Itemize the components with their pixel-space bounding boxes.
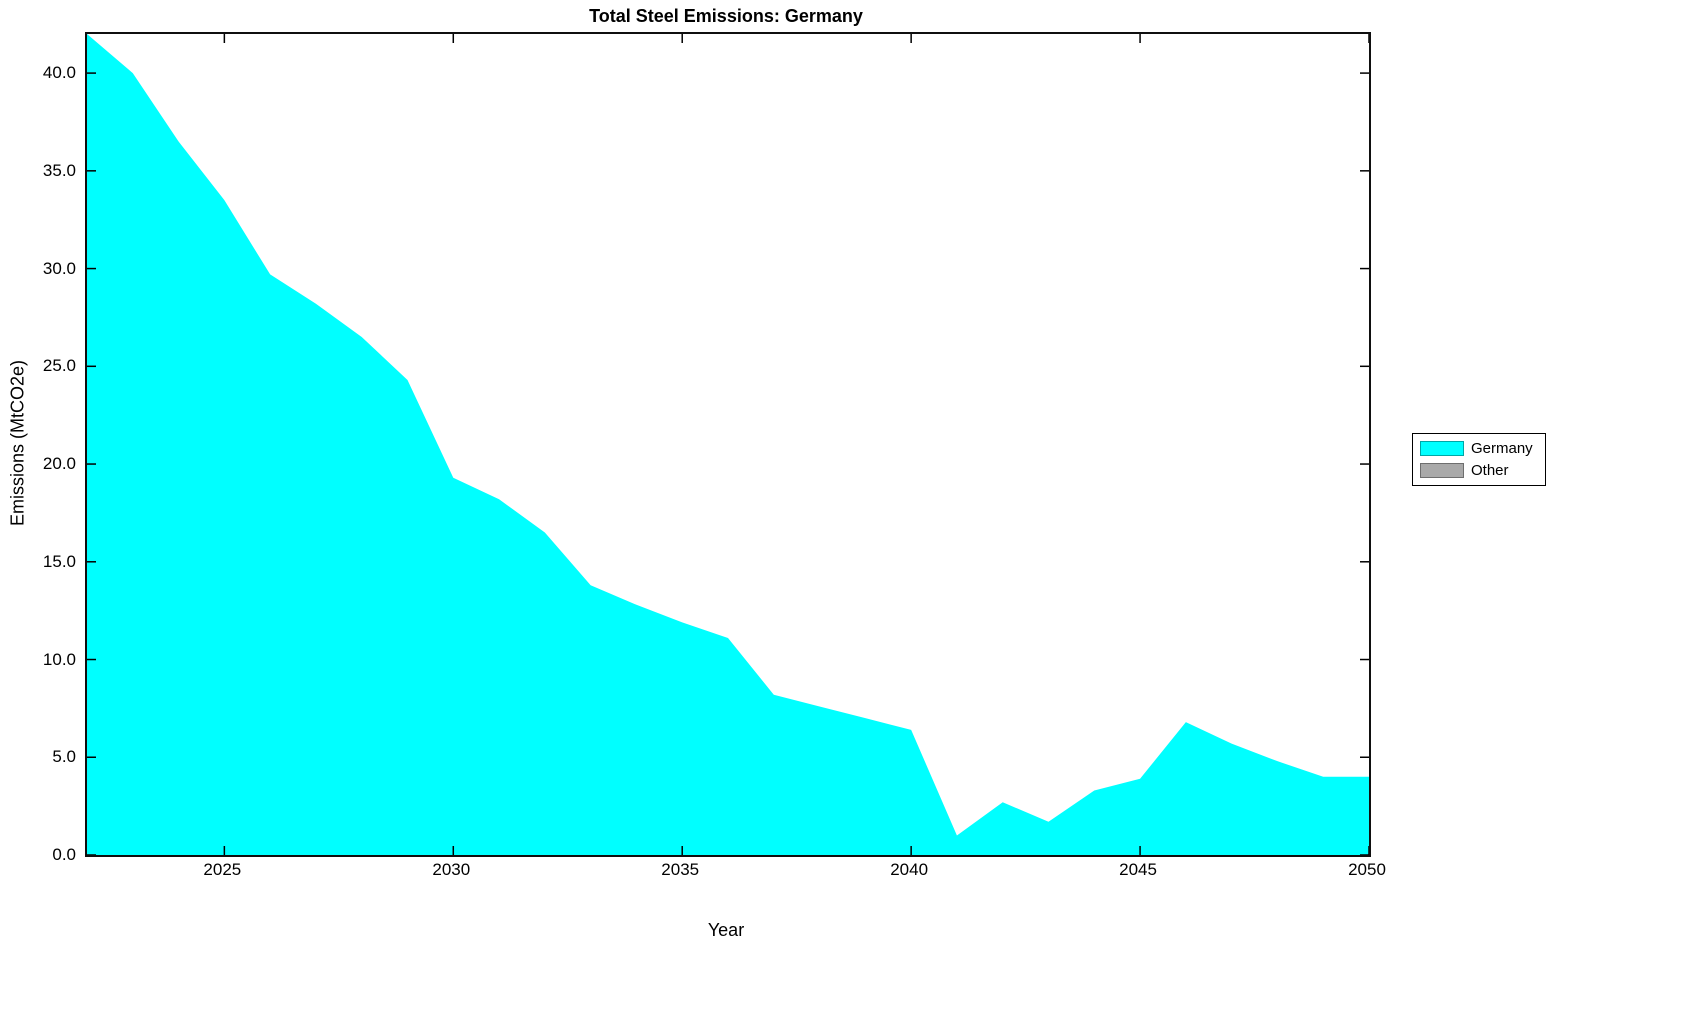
legend-swatch-other xyxy=(1420,463,1464,478)
legend-item-other: Other xyxy=(1420,462,1533,479)
x-tick-label: 2030 xyxy=(432,860,471,879)
y-tick-label: 40.0 xyxy=(42,63,76,83)
plot-area xyxy=(85,32,1371,857)
x-tick-labels: 2025 2030 2035 2040 2045 2050 xyxy=(85,860,1385,884)
x-tick-label: 2050 xyxy=(1348,860,1386,879)
area-series-germany xyxy=(87,34,1369,855)
y-tick-labels: 0.0 5.0 10.0 15.0 20.0 25.0 30.0 35.0 40.0 xyxy=(0,34,76,864)
x-axis-label: Year xyxy=(707,920,745,940)
y-tick-label: 0.0 xyxy=(52,845,76,864)
y-tick-label: 20.0 xyxy=(42,454,76,474)
y-tick-label: 10.0 xyxy=(42,649,76,669)
area-chart-svg xyxy=(87,34,1369,855)
y-tick-label: 5.0 xyxy=(52,747,76,767)
chart-title: Total Steel Emissions: Germany xyxy=(589,6,863,26)
x-tick-label: 2035 xyxy=(661,860,700,879)
x-tick-label: 2040 xyxy=(890,860,929,879)
legend-label: Germany xyxy=(1471,440,1533,457)
y-tick-label: 15.0 xyxy=(42,551,76,571)
x-tick-label: 2045 xyxy=(1119,860,1157,879)
legend: Germany Other xyxy=(1412,433,1546,486)
y-tick-label: 25.0 xyxy=(42,356,76,376)
legend-swatch-germany xyxy=(1420,441,1464,456)
legend-label: Other xyxy=(1471,462,1509,479)
y-tick-label: 30.0 xyxy=(42,258,76,278)
x-tick-label: 2025 xyxy=(203,860,242,879)
legend-item-germany: Germany xyxy=(1420,440,1533,457)
y-tick-label: 35.0 xyxy=(42,160,76,180)
